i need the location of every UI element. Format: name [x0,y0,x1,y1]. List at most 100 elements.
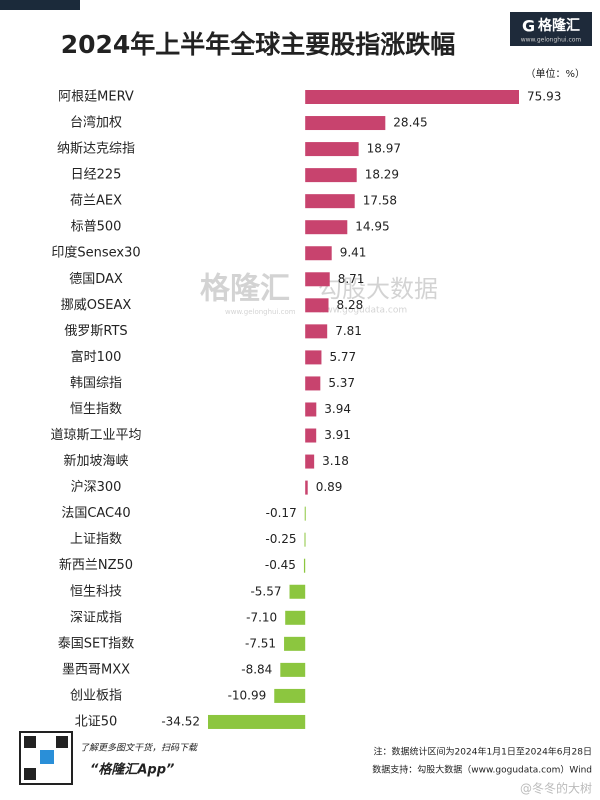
value-label: -7.51 [245,636,276,650]
value-label: -5.57 [250,584,281,598]
bar [305,350,322,365]
bar [208,714,306,729]
bar [274,688,306,703]
bar [305,480,308,495]
watermark-brand: 格隆汇 [200,272,290,307]
logo-name: 格隆汇 [538,17,580,34]
value-label: -0.25 [265,532,296,546]
bar [305,194,355,209]
category-label: 日经225 [71,168,122,183]
bar [280,662,306,677]
app-name: “格隆汇App” [90,762,174,778]
value-label: -0.17 [266,506,297,520]
category-label: 韩国综指 [70,376,122,391]
data-source: 数据支持：勾股大数据（www.gogudata.com）Wind [372,764,592,776]
value-label: 18.29 [365,168,399,182]
qr-corner [24,736,36,748]
category-label: 新加坡海峡 [63,453,128,469]
bar [305,246,332,261]
qr-corner [56,736,68,748]
unit-label: （单位：%） [525,67,585,80]
category-label: 新西兰NZ50 [59,557,133,573]
qr-caption: 了解更多图文干货，扫码下载 [80,743,198,754]
bar [303,558,306,573]
bar [305,272,330,287]
bar [305,90,519,104]
category-label: 泰国SET指数 [58,636,134,651]
bar [284,636,306,651]
bar [304,506,306,521]
value-label: 3.94 [324,402,351,416]
value-label: 5.37 [328,376,355,390]
category-label: 恒生科技 [70,584,122,599]
top-strip [0,0,80,10]
category-label: 纳斯达克综指 [57,142,135,157]
category-label: 北证50 [75,714,118,729]
logo-g: G [522,17,535,36]
logo: G 格隆汇 www.gelonghui.com [510,12,592,46]
note: 注：数据统计区间为2024年1月1日至2024年6月28日 [374,746,592,758]
category-label: 俄罗斯RTS [64,324,127,339]
qr-code [19,731,73,785]
watermark-brand-url: www.gelonghui.com [225,308,296,316]
bar [305,168,357,183]
category-label: 墨西哥MXX [62,662,130,677]
logo-box [510,12,592,46]
category-label: 深证成指 [70,610,122,625]
value-label: 0.89 [316,480,343,494]
bar [285,610,306,625]
bar [305,116,386,131]
category-label: 创业板指 [70,688,122,703]
value-label: -10.99 [228,688,267,702]
bar [305,454,315,469]
bar [305,220,348,235]
value-label: -8.84 [241,662,272,676]
category-label: 挪威OSEAX [61,298,132,313]
bar [304,532,306,547]
bar [305,298,329,313]
watermark-source: 勾股大数据 [318,275,438,303]
plot: 阿根廷MERV 75.93 台湾加权 28.45 纳斯达克综指 18.97 日经225 18.… [50,90,561,730]
value-label: 3.18 [322,454,349,468]
category-label: 恒生指数 [70,402,122,417]
category-label: 台湾加权 [70,115,122,131]
category-label: 上证指数 [70,532,122,547]
value-label: 75.93 [527,90,561,104]
watermark: 格隆汇 www.gelonghui.com 勾股大数据 www.gogudata… [200,272,438,317]
category-label: 沪深300 [71,479,122,495]
social-watermark: @冬冬的大树 [520,781,592,796]
value-label: 8.71 [338,272,365,286]
value-label: 14.95 [355,220,389,234]
value-label: -34.52 [161,714,200,728]
value-label: 17.58 [363,194,397,208]
bar [305,376,321,391]
category-label: 印度Sensex30 [51,245,140,261]
value-label: -7.10 [246,610,277,624]
bar [305,402,317,417]
value-label: 18.97 [367,142,401,156]
value-label: 8.28 [337,298,364,312]
bar [305,428,317,443]
value-label: 7.81 [335,324,362,338]
value-label: -0.45 [265,558,296,572]
bar [305,142,359,157]
category-label: 道琼斯工业平均 [50,428,141,443]
watermark-source-url: www.gogudata.com [318,306,407,316]
bar [289,584,306,599]
chart-title: 2024年上半年全球主要股指涨跌幅 [61,30,456,59]
value-label: 28.45 [393,116,427,130]
value-label: 3.91 [324,428,351,442]
value-label: 9.41 [340,246,367,260]
category-label: 荷兰AEX [70,194,122,209]
qr-logo [40,750,54,764]
category-label: 法国CAC40 [61,506,130,521]
logo-url: www.gelonghui.com [521,37,582,44]
category-label: 标普500 [71,220,122,235]
value-label: 5.77 [329,350,356,364]
category-label: 阿根廷MERV [58,90,134,105]
qr-corner [24,768,36,780]
category-label: 德国DAX [69,272,123,287]
bar [305,324,328,339]
category-label: 富时100 [71,349,122,365]
